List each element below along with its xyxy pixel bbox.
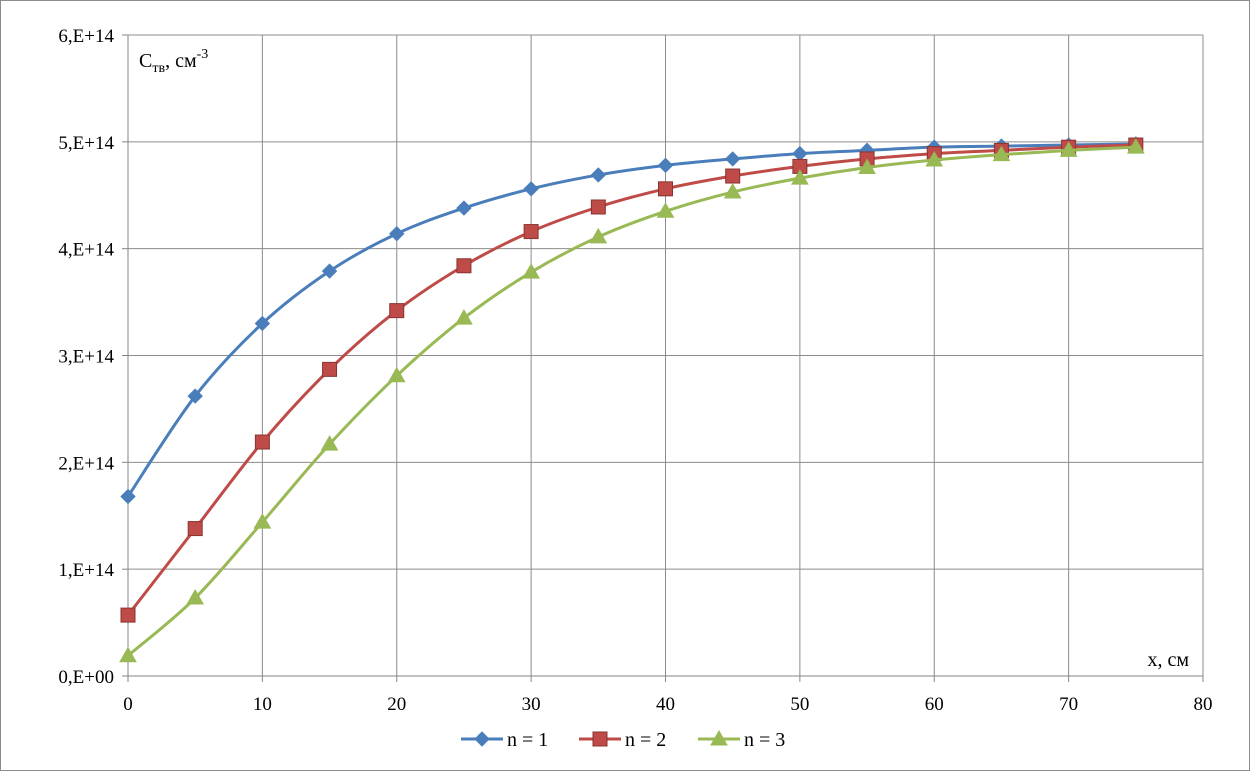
data-point [119,646,137,663]
legend-marker [592,731,608,747]
data-point [858,158,876,174]
data-point [658,181,673,197]
grid-layer [127,34,1204,677]
series-layer [119,136,1145,663]
data-point [792,145,808,162]
legend-marker [474,731,490,747]
data-point [590,199,606,215]
data-point [321,263,338,279]
legend-item-3: n = 3 [698,729,785,751]
y-axis-title-unit: , см [165,50,197,72]
y-tick-label: 3,E+14 [58,347,114,368]
data-point [523,224,539,240]
data-point [992,145,1011,162]
legend-item-2: n = 2 [579,729,666,751]
data-point [725,168,741,184]
y-axis-title-sup: -3 [197,47,209,62]
y-axis-title-main: C [139,50,152,72]
data-point [455,309,473,325]
data-point [120,607,136,623]
data-point [724,151,741,167]
data-point [254,434,270,450]
data-point [656,202,675,218]
x-tick-label: 50 [790,694,809,715]
y-axis-title: Cтв, см-3 [139,47,208,76]
data-point [456,200,472,216]
y-tick-label: 6,E+14 [58,26,114,47]
x-tick-label: 20 [387,694,406,715]
x-tick-label: 10 [253,694,272,715]
x-axis-title: x, см [1147,649,1189,671]
y-tick-label: 4,E+14 [58,240,114,261]
legend-label: n = 1 [507,729,548,751]
data-point [254,315,271,332]
data-point [120,488,136,505]
legend-label: n = 3 [744,729,785,751]
data-point [387,366,406,383]
data-point [389,226,405,242]
data-point [320,435,339,451]
axis-layer: 0 10 20 30 40 50 60 70 80 0,E+00 1,E+14 2,E+14 3,E+1… [58,26,1212,715]
y-tick-label: 0,E+00 [58,667,114,688]
data-point [791,169,809,185]
series-line [127,145,1136,657]
x-tick-label: 60 [925,694,944,715]
y-tick-label: 1,E+14 [58,560,114,581]
legend: n = 1 n = 2 n = 3 [461,729,785,751]
data-point [1059,141,1078,157]
data-point [523,181,539,197]
data-point [253,513,272,529]
data-point [657,157,674,174]
x-tick-label: 80 [1194,694,1213,715]
data-point [590,167,607,183]
legend-item-1: n = 1 [461,729,548,751]
x-tick-label: 30 [522,694,541,715]
data-point [456,258,472,274]
data-point [187,521,203,537]
data-point [723,183,742,199]
series-2 [120,137,1144,623]
y-axis-title-sub: тв [152,61,165,76]
data-point [322,361,338,377]
legend-label: n = 2 [625,729,666,751]
y-tick-label: 2,E+14 [58,453,114,474]
data-point [925,150,944,167]
legend-marker [710,729,728,746]
x-tick-label: 40 [656,694,675,715]
data-point [389,303,405,319]
series-1 [120,136,1144,505]
data-point [187,388,203,404]
series-line [126,143,1136,617]
data-point [589,227,608,244]
data-point [1126,138,1145,154]
y-tick-label: 5,E+14 [58,133,114,154]
series-line [126,142,1136,498]
series-3 [119,138,1145,663]
x-tick-label: 0 [123,694,133,715]
data-point [186,589,205,605]
data-point [522,263,540,279]
x-tick-label: 70 [1059,694,1078,715]
